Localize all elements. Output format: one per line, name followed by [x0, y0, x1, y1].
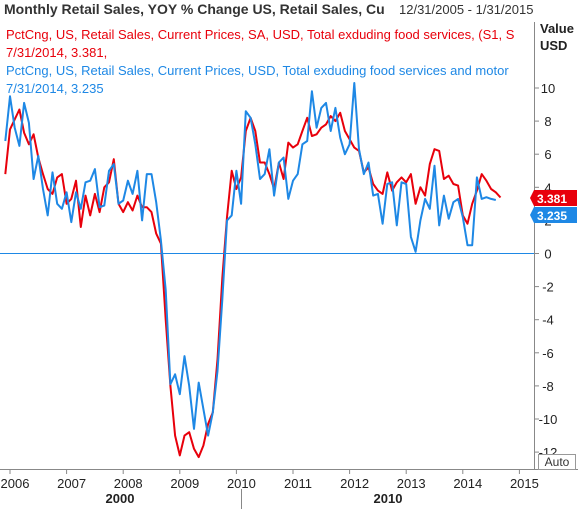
- x-tick-label: 2009: [170, 476, 199, 491]
- y-axis-title: Value: [540, 21, 574, 36]
- x-tick-label: 2015: [510, 476, 539, 491]
- y-axis-background: [534, 0, 578, 469]
- x-ticks: 2006 2007 2008 2009 2010 2011 2012 2013 2014 2015: [1, 469, 539, 491]
- decade-label-2010: 2010: [374, 491, 403, 506]
- last-value-badges: 3.381 3.235: [530, 190, 577, 223]
- x-tick-label: 2012: [340, 476, 369, 491]
- auto-button-label[interactable]: Auto: [545, 455, 570, 469]
- y-tick-label: -2: [542, 280, 554, 295]
- x-axis: 2006 2007 2008 2009 2010 2011 2012 2013 2014 2015…: [0, 469, 578, 509]
- legend-red-detail: 7/31/2014, 3.381,: [6, 45, 107, 60]
- y-tick-label: 10: [541, 81, 555, 96]
- x-tick-label: 2007: [57, 476, 86, 491]
- y-axis-unit: USD: [540, 38, 567, 53]
- x-tick-label: 2010: [227, 476, 256, 491]
- x-tick-label: 2006: [1, 476, 30, 491]
- last-value-badge-blue: [530, 207, 577, 223]
- last-value-badge-red: [530, 190, 577, 206]
- series-line-blue: [4, 82, 497, 437]
- plot-area: [0, 22, 534, 469]
- plot-background: [0, 22, 534, 469]
- y-tick-label: 8: [544, 114, 551, 129]
- last-value-label-blue: 3.235: [537, 209, 567, 223]
- chart-title: Monthly Retail Sales, YOY % Change US, R…: [4, 1, 385, 17]
- y-tick-label: 4: [544, 180, 551, 195]
- decade-label-2000: 2000: [106, 491, 135, 506]
- legend: PctCng, US, Retail Sales, Current Prices…: [6, 27, 515, 96]
- x-tick-label: 2011: [284, 476, 312, 491]
- series-layer: [4, 82, 502, 459]
- series-line-red: [4, 108, 502, 459]
- legend-red-text: PctCng, US, Retail Sales, Current Prices…: [6, 27, 515, 42]
- y-tick-label: 6: [544, 147, 551, 162]
- x-tick-label: 2008: [114, 476, 143, 491]
- x-tick-label: 2013: [397, 476, 426, 491]
- auto-button-frame[interactable]: [538, 454, 576, 470]
- y-tick-label: -8: [542, 379, 554, 394]
- date-range: 12/31/2005 - 1/31/2015 (UTC: [399, 2, 568, 17]
- x-tick-label: 2014: [453, 476, 482, 491]
- legend-blue-detail: 7/31/2014, 3.235: [6, 81, 104, 96]
- y-tick-label: -4: [542, 313, 554, 328]
- legend-blue-text: PctCng, US, Retail Sales, Current Prices…: [6, 63, 509, 78]
- y-tick-label: -10: [539, 412, 558, 427]
- last-value-label-red: 3.381: [537, 192, 567, 206]
- y-tick-label: -6: [542, 346, 554, 361]
- y-axis: Value USD 1086420-2-4-6-8-10-12 3.3813.2…: [530, 0, 578, 469]
- y-tick-label: 0: [544, 247, 551, 262]
- auto-button[interactable]: Auto: [538, 454, 576, 470]
